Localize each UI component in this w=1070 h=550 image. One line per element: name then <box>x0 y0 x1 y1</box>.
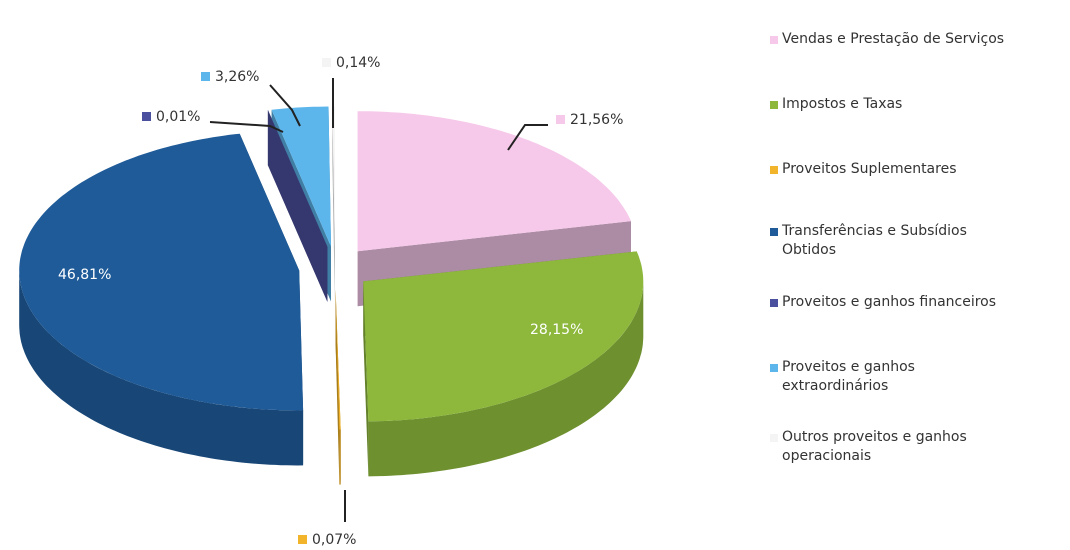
label-key <box>142 112 151 121</box>
slice-top <box>19 133 304 411</box>
slice <box>267 110 328 302</box>
pie-plot: 21,56% 28,15% 0,07% 46,81% 0,01% 3,26% 0,14% <box>19 55 644 548</box>
legend-swatch <box>770 299 778 307</box>
legend-label: Impostos e Taxas <box>782 96 903 112</box>
legend-swatch <box>770 228 778 236</box>
data-label: 21,56% <box>570 112 623 128</box>
legend-swatch <box>770 166 778 174</box>
leader-line <box>507 124 548 151</box>
slice-radial-side <box>335 289 340 485</box>
slice <box>363 251 644 477</box>
slice-side <box>339 429 341 485</box>
label-key <box>201 72 210 81</box>
leader-line <box>269 84 301 127</box>
slice <box>19 133 304 466</box>
data-label: 28,15% <box>530 322 583 338</box>
data-label: 3,26% <box>215 69 259 85</box>
legend-item: Proveitos e ganhos extraordinários <box>770 358 940 396</box>
slice-top <box>332 106 335 247</box>
legend-swatch <box>770 101 778 109</box>
slice <box>335 289 341 485</box>
slice-radial-side <box>332 106 335 302</box>
slice-top <box>335 289 341 430</box>
data-label: 0,01% <box>156 109 200 125</box>
label-key <box>298 535 307 544</box>
slice-top <box>271 106 331 247</box>
label-key <box>556 115 565 124</box>
data-label: 46,81% <box>58 267 111 283</box>
legend-item: Transferências e Subsídios Obtidos <box>770 222 1000 260</box>
slice-top <box>267 110 328 247</box>
legend-label: Proveitos e ganhos extraordinários <box>782 359 915 394</box>
legend-label: Proveitos e ganhos financeiros <box>782 294 997 310</box>
legend-item: Proveitos Suplementares <box>770 160 1070 179</box>
slice-radial-side <box>268 110 328 302</box>
legend-label: Vendas e Prestação de Serviços <box>782 31 1005 47</box>
label-key <box>322 58 331 67</box>
data-label: 0,14% <box>336 55 380 71</box>
legend-label: Proveitos Suplementares <box>782 161 957 177</box>
legend-swatch <box>770 364 778 372</box>
slice-side <box>368 281 644 477</box>
legend-item: Outros proveitos e ganhos operacionais <box>770 428 990 466</box>
data-label: 0,07% <box>312 532 356 548</box>
slice-radial-side <box>363 281 369 477</box>
slice-top <box>357 111 631 252</box>
slice <box>332 106 335 302</box>
leader-line <box>209 121 284 133</box>
legend-item: Impostos e Taxas <box>770 95 1070 114</box>
legend-swatch <box>770 36 778 44</box>
legend-label: Outros proveitos e ganhos operacionais <box>782 429 967 464</box>
legend-item: Vendas e Prestação de Serviços <box>770 30 1070 49</box>
slice-top <box>363 251 644 422</box>
legend-label: Transferências e Subsídios Obtidos <box>782 223 967 258</box>
legend-item: Proveitos e ganhos financeiros <box>770 293 1070 312</box>
slice-side <box>19 270 304 466</box>
legend-swatch <box>770 434 778 442</box>
